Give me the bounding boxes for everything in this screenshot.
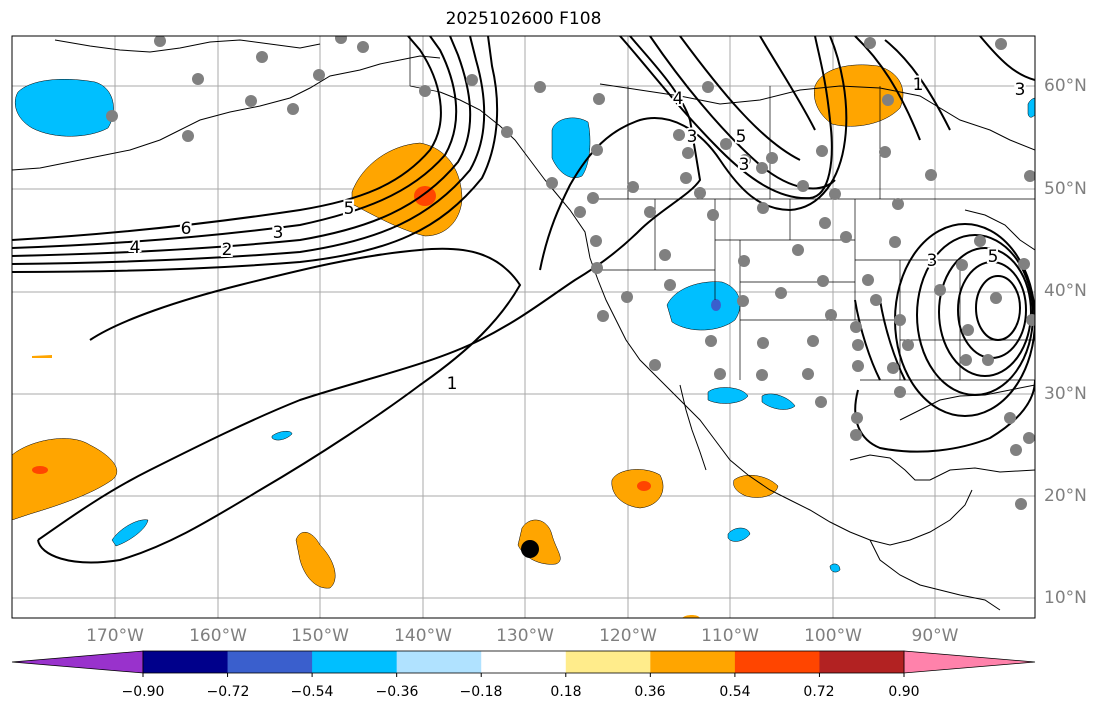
colorbar-segment — [565, 651, 651, 673]
colorbar-segment — [396, 651, 482, 673]
colorbar-tick-label: 0.36 — [634, 684, 666, 700]
contour-label: 2 — [222, 240, 233, 260]
coastlines — [12, 39, 1035, 611]
lon-label-120w: 120°W — [599, 626, 657, 646]
colorbar-segment — [143, 651, 229, 673]
colorbar-segment — [227, 651, 313, 673]
lon-label-90w: 90°W — [911, 626, 959, 646]
lon-label-170w: 170°W — [86, 626, 144, 646]
colorbar-tick-label: −0.90 — [121, 684, 165, 700]
colorbar-segment — [650, 651, 736, 673]
lat-label-40n: 40°N — [1044, 281, 1087, 301]
colorbar-frame — [142, 650, 905, 674]
colorbar-segment — [734, 651, 820, 673]
lon-label-160w: 160°W — [189, 626, 247, 646]
colorbar-segment — [481, 651, 567, 673]
contour-label: 5 — [988, 247, 999, 267]
contour-label: 4 — [673, 89, 684, 109]
map-frame — [11, 35, 1036, 619]
contour-label: 1 — [447, 374, 458, 394]
contour-label-group: 6 5 4 3 2 1 4 3 5 3 1 3 3 5 — [128, 73, 1028, 396]
colorbar — [11, 650, 1036, 677]
contour-label: 4 — [130, 238, 141, 258]
colorbar-tick-label: 0.18 — [550, 684, 582, 700]
lat-label-50n: 50°N — [1044, 179, 1087, 199]
colorbar-tick-label: −0.36 — [375, 684, 419, 700]
colorbar-extend-max — [903, 650, 1036, 674]
contour-label: 5 — [344, 199, 355, 219]
station-markers — [106, 36, 1035, 510]
colorbar-tick-label: 0.90 — [888, 684, 920, 700]
colorbar-tick-label: −0.72 — [206, 684, 250, 700]
contour-lines — [12, 36, 1035, 564]
colorbar-extend-min — [11, 650, 144, 674]
lat-label-20n: 20°N — [1044, 486, 1087, 506]
contour-label: 3 — [687, 127, 698, 147]
lon-label-100w: 100°W — [804, 626, 862, 646]
contour-label: 3 — [273, 223, 284, 243]
lon-label-140w: 140°W — [394, 626, 452, 646]
colorbar-tick-label: 0.54 — [719, 684, 751, 700]
lon-label-110w: 110°W — [701, 626, 759, 646]
contour-label: 3 — [927, 251, 938, 271]
contour-label: 5 — [736, 127, 747, 147]
tropical-system-marker — [521, 540, 539, 558]
contour-label: 6 — [181, 219, 192, 239]
contour-label: 3 — [739, 155, 750, 175]
lat-label-60n: 60°N — [1044, 76, 1087, 96]
colorbar-tick-label: −0.54 — [290, 684, 334, 700]
lon-label-130w: 130°W — [496, 626, 554, 646]
contour-label: 1 — [913, 75, 924, 95]
colorbar-tick-label: 0.72 — [803, 684, 835, 700]
lon-label-150w: 150°W — [291, 626, 349, 646]
lat-label-30n: 30°N — [1044, 384, 1087, 404]
contour-label: 3 — [1015, 80, 1026, 100]
colorbar-tick-label: −0.18 — [459, 684, 503, 700]
lat-label-10n: 10°N — [1044, 588, 1087, 608]
map-title: 2025102600 F108 — [445, 9, 602, 29]
colorbar-segment — [312, 651, 398, 673]
colorbar-segment — [819, 651, 905, 673]
